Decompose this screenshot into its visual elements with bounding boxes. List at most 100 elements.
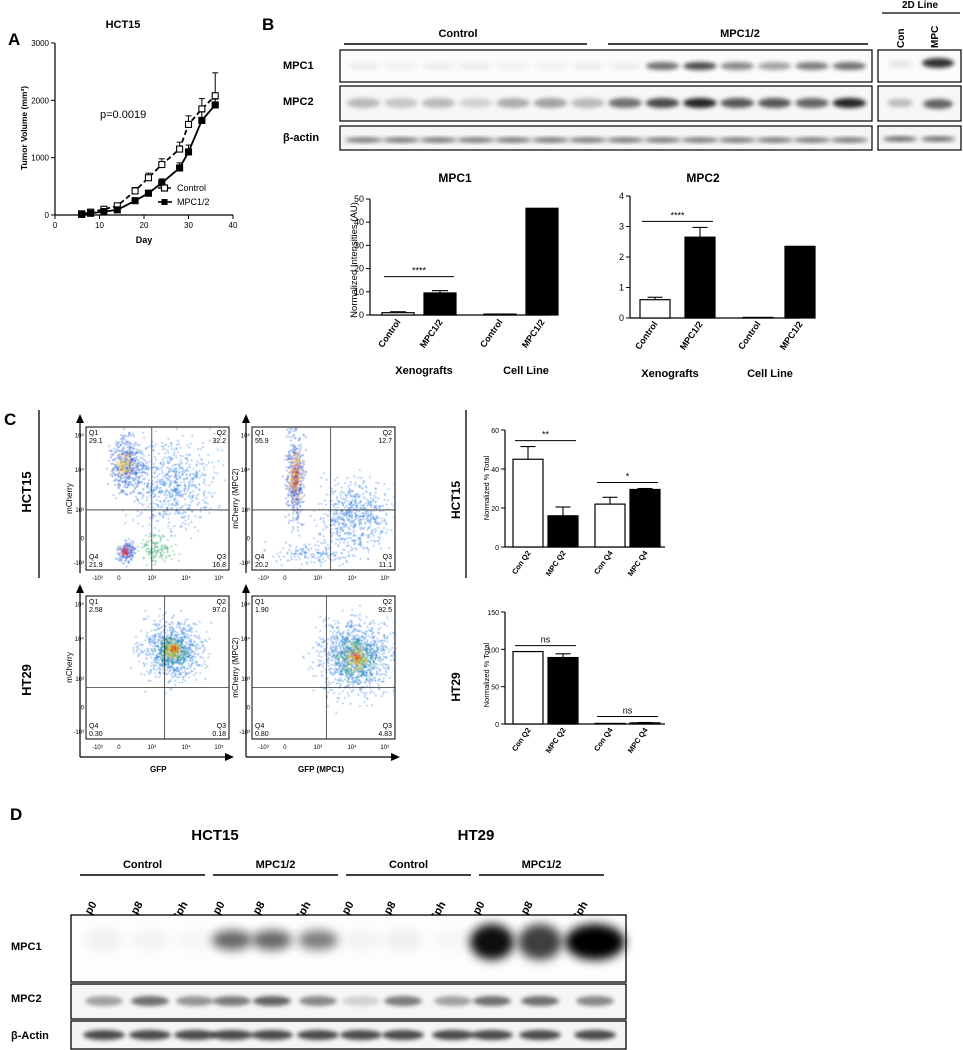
- flow-dot: [349, 515, 351, 517]
- flow-dot: [176, 484, 178, 486]
- blot-band: [683, 62, 717, 70]
- flow-dot: [296, 550, 298, 552]
- flow-dot: [111, 475, 113, 477]
- flow-dot: [176, 642, 178, 644]
- flow-dot: [300, 488, 302, 491]
- flow-dot: [116, 464, 118, 466]
- flow-dot: [166, 509, 168, 511]
- flow-dot: [150, 486, 152, 488]
- flow-dot: [161, 546, 163, 548]
- flow-dot: [298, 463, 300, 465]
- flow-dot: [131, 464, 133, 466]
- flow-dot: [288, 522, 290, 524]
- flow-dot: [124, 484, 126, 486]
- flow-dot: [167, 500, 169, 503]
- flow-dot: [141, 497, 143, 499]
- flow-dot: [183, 489, 185, 491]
- flow-dot: [341, 497, 343, 499]
- flow-dot: [121, 550, 124, 552]
- flow-dot: [356, 677, 358, 679]
- flow-dot: [126, 455, 128, 457]
- flow-dot: [354, 508, 356, 510]
- flow-dot: [167, 452, 169, 454]
- flow-dot: [289, 504, 291, 507]
- flow-dot: [310, 561, 312, 563]
- flow-dot: [129, 545, 131, 547]
- flow-dot: [190, 648, 192, 650]
- flow-dot: [325, 550, 327, 552]
- flow-dot: [142, 644, 144, 646]
- flow-dot: [130, 459, 132, 461]
- flow-dot: [290, 474, 292, 477]
- flow-dot: [169, 528, 171, 530]
- flow-dot: [293, 553, 295, 555]
- flow-dot: [157, 627, 159, 629]
- flow-dot: [164, 474, 167, 477]
- flow-dot: [185, 648, 187, 650]
- flow-dot: [148, 479, 150, 481]
- flow-dot: [180, 628, 182, 630]
- flow-dot: [281, 564, 283, 566]
- flow-dot: [174, 684, 176, 686]
- flow-dot: [152, 548, 154, 550]
- flow-dot: [174, 513, 176, 515]
- flow-dot: [127, 545, 130, 547]
- flow-dot: [132, 647, 134, 649]
- flow-dot: [295, 428, 298, 430]
- flow-dot: [325, 504, 327, 506]
- flow-dot: [282, 547, 284, 549]
- flow-dot: [164, 648, 166, 651]
- flow-dot: [186, 660, 188, 662]
- flow-dot: [343, 668, 345, 670]
- flow-dot: [171, 457, 173, 459]
- flow-dot: [343, 659, 346, 661]
- flow-dot: [381, 531, 383, 534]
- flow-dot: [301, 466, 303, 468]
- flow-dot: [125, 540, 127, 542]
- flow-dot: [342, 512, 344, 514]
- flow-dot: [168, 636, 170, 639]
- flow-dot: [393, 497, 395, 499]
- flow-dot: [337, 500, 339, 502]
- flow-dot: [292, 478, 294, 480]
- flow-dot: [291, 470, 294, 472]
- flow-dot: [353, 504, 355, 506]
- flow-dot: [372, 535, 374, 537]
- flow-dot: [180, 516, 183, 518]
- flow-dot: [301, 501, 303, 503]
- flow-dot: [165, 639, 167, 641]
- flow-dot: [360, 518, 362, 520]
- flow-dot: [175, 645, 177, 647]
- flow-dot: [344, 644, 346, 646]
- flow-dot: [298, 498, 300, 501]
- flow-dot: [161, 665, 163, 668]
- flow-dot: [147, 474, 149, 476]
- flow-dot: [178, 653, 180, 655]
- flow-dot: [134, 445, 136, 447]
- flow-dot: [191, 477, 193, 479]
- flow-dot: [124, 463, 126, 465]
- flow-dot: [353, 555, 355, 557]
- flow-dot: [297, 487, 299, 489]
- flow-dot: [348, 491, 350, 493]
- flow-dot: [358, 521, 360, 523]
- flow-dot: [121, 553, 123, 555]
- flow-dot: [383, 510, 385, 512]
- flow-dot: [170, 535, 172, 537]
- flow-dot: [149, 636, 151, 638]
- flow-dot: [168, 479, 170, 481]
- flow-dot: [158, 623, 161, 625]
- flow-dot: [368, 629, 370, 631]
- flow-dot: [172, 639, 174, 641]
- flow-dot: [155, 624, 157, 627]
- flow-dot: [146, 485, 148, 487]
- flow-dot: [127, 494, 129, 496]
- flow-dot: [195, 477, 198, 479]
- flow-dot: [187, 630, 189, 632]
- flow-dot: [331, 519, 333, 521]
- blot-band: [533, 98, 568, 108]
- flow-dot: [297, 464, 300, 466]
- quadrant-q4-label: Q4: [89, 723, 98, 730]
- flow-dot: [340, 683, 342, 685]
- flow-dot: [119, 452, 121, 455]
